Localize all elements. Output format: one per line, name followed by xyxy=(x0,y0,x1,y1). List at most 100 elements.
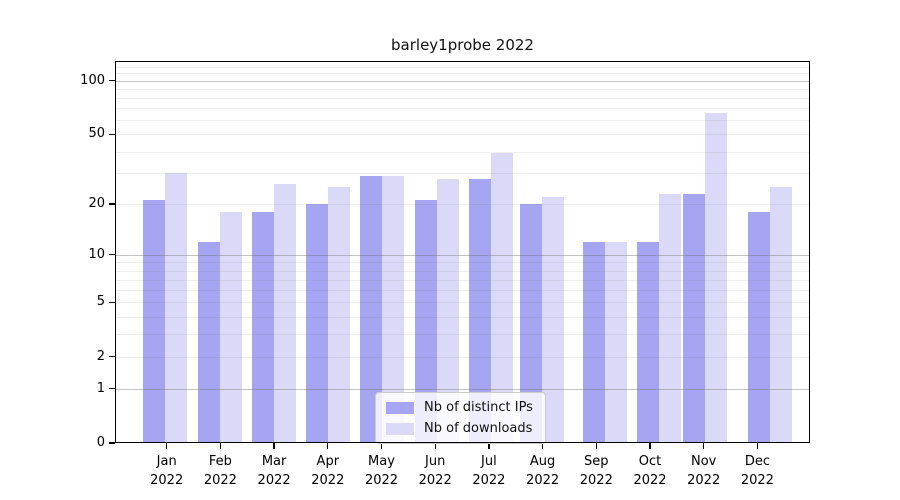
y-major-gridline xyxy=(115,388,810,390)
y-minor-gridline xyxy=(115,290,810,292)
bar-downloads-jun xyxy=(437,178,460,443)
x-tick-label-jun: Jun 2022 xyxy=(403,452,467,490)
bar-downloads-sep xyxy=(605,241,628,443)
x-tick-label-mar: Mar 2022 xyxy=(242,452,306,490)
x-tick-month: May xyxy=(368,454,395,469)
y-tick-label: 50 xyxy=(88,126,105,142)
x-tick-mark xyxy=(649,443,651,449)
y-tick-mark xyxy=(109,301,115,303)
y-minor-gridline xyxy=(115,88,810,90)
x-tick-month: Jan xyxy=(156,454,177,469)
x-tick-month: Sep xyxy=(584,454,609,469)
bar-ips-dec xyxy=(748,211,771,443)
bar-ips-jan xyxy=(143,200,166,443)
y-minor-gridline xyxy=(115,134,810,136)
x-tick-year: 2022 xyxy=(203,473,237,488)
legend-row-ips: Nb of distinct IPs xyxy=(386,399,533,416)
x-tick-year: 2022 xyxy=(579,473,613,488)
y-tick-mark xyxy=(109,133,115,136)
x-tick-year: 2022 xyxy=(150,473,184,488)
plot-area: 0 1 2 5 10 20 50 100 Jan 2022 Feb 2022 Mar 2022 Apr 202… xyxy=(80,61,810,488)
legend-swatch-downloads xyxy=(386,422,414,435)
bar-ips-oct xyxy=(637,241,660,443)
y-tick-label: 100 xyxy=(80,72,105,88)
y-tick-mark xyxy=(109,203,115,205)
x-tick-label-apr: Apr 2022 xyxy=(296,452,360,490)
y-minor-gridline xyxy=(115,356,810,358)
x-tick-year: 2022 xyxy=(526,473,560,488)
x-tick-mark xyxy=(166,443,168,449)
x-tick-label-feb: Feb 2022 xyxy=(188,452,252,490)
x-tick-label-aug: Aug 2022 xyxy=(511,452,575,490)
legend: Nb of distinct IPs Nb of downloads xyxy=(375,392,546,444)
legend-row-downloads: Nb of downloads xyxy=(386,420,533,437)
x-tick-mark xyxy=(327,443,329,449)
bar-downloads-feb xyxy=(220,211,243,443)
x-tick-month: Dec xyxy=(744,454,770,469)
y-tick-label: 10 xyxy=(88,246,105,262)
y-minor-gridline xyxy=(115,151,810,153)
x-tick-month: Feb xyxy=(208,454,232,469)
x-tick-month: Mar xyxy=(261,454,287,469)
y-minor-gridline xyxy=(115,302,810,304)
x-tick-label-sep: Sep 2022 xyxy=(564,452,628,490)
bar-downloads-mar xyxy=(274,184,297,443)
x-tick-mark xyxy=(541,443,544,449)
y-minor-gridline xyxy=(115,108,810,110)
bar-ips-jul xyxy=(469,178,492,443)
x-tick-year: 2022 xyxy=(740,473,774,488)
x-tick-month: Jun xyxy=(425,454,446,469)
y-minor-gridline xyxy=(115,279,810,281)
y-minor-gridline xyxy=(115,73,810,75)
x-tick-month: Apr xyxy=(316,454,340,469)
bar-ips-jun xyxy=(415,200,438,443)
x-tick-mark xyxy=(380,443,383,449)
bar-ips-nov xyxy=(683,193,706,443)
bar-ips-sep xyxy=(583,241,606,443)
y-minor-gridline xyxy=(115,262,810,264)
x-tick-year: 2022 xyxy=(364,473,399,488)
x-tick-month: Jul xyxy=(481,454,497,469)
bar-downloads-may xyxy=(382,176,405,443)
bar-downloads-aug xyxy=(542,196,565,443)
y-tick-mark xyxy=(109,80,115,82)
y-tick-label: 0 xyxy=(96,435,105,450)
x-tick-mark xyxy=(595,443,597,449)
x-tick-mark xyxy=(488,443,490,449)
bar-ips-aug xyxy=(520,204,543,443)
x-tick-label-nov: Nov 2022 xyxy=(672,452,736,490)
bar-ips-apr xyxy=(306,204,329,443)
y-minor-gridline xyxy=(115,316,810,318)
x-tick-mark xyxy=(219,443,222,449)
x-tick-label-dec: Dec 2022 xyxy=(725,452,789,490)
bar-downloads-oct xyxy=(659,193,682,443)
bar-downloads-apr xyxy=(328,187,351,443)
legend-label-ips: Nb of distinct IPs xyxy=(424,400,533,415)
x-tick-label-jan: Jan 2022 xyxy=(135,452,199,490)
bar-downloads-jul xyxy=(491,153,514,443)
x-tick-mark xyxy=(434,443,436,449)
y-tick-label: 1 xyxy=(96,380,105,396)
x-tick-label-oct: Oct 2022 xyxy=(618,452,682,490)
y-major-gridline xyxy=(115,254,810,256)
bar-downloads-nov xyxy=(705,112,728,443)
x-tick-year: 2022 xyxy=(311,473,345,488)
chart-title: barley1probe 2022 xyxy=(391,36,534,54)
y-tick-mark xyxy=(109,387,115,390)
x-tick-year: 2022 xyxy=(687,473,721,488)
x-tick-month: Aug xyxy=(529,454,556,469)
y-tick-mark xyxy=(109,356,115,358)
bar-ips-may xyxy=(360,176,383,443)
y-tick-label: 5 xyxy=(96,294,105,310)
y-minor-gridline xyxy=(115,334,810,336)
x-tick-year: 2022 xyxy=(257,473,291,488)
y-minor-gridline xyxy=(115,66,810,68)
x-tick-label-may: May 2022 xyxy=(350,452,414,490)
y-minor-gridline xyxy=(115,270,810,272)
y-tick-mark xyxy=(109,254,115,256)
x-tick-month: Oct xyxy=(638,454,662,469)
x-tick-year: 2022 xyxy=(472,473,506,488)
y-tick-label: 2 xyxy=(96,348,105,364)
legend-swatch-ips xyxy=(386,401,414,414)
